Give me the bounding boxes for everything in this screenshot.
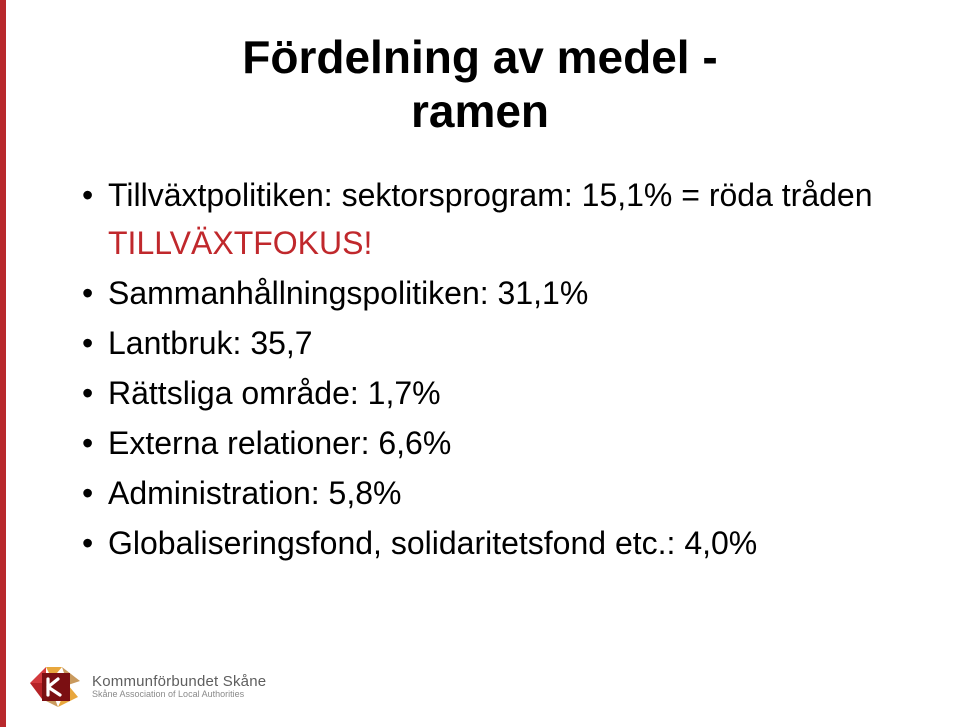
bullet-item: Administration: 5,8% — [82, 469, 900, 517]
bullet-item: Rättsliga område: 1,7% — [82, 369, 900, 417]
bullet-item: Externa relationer: 6,6% — [82, 419, 900, 467]
footer-logo: Kommunförbundet Skåne Skåne Association … — [28, 665, 266, 709]
bullet-text: Administration: 5,8% — [108, 475, 401, 511]
left-accent-bar — [0, 0, 6, 727]
logo-line-1: Kommunförbundet Skåne — [92, 674, 266, 690]
bullet-list: Tillväxtpolitiken: sektorsprogram: 15,1%… — [60, 171, 900, 567]
bullet-text: Rättsliga område: 1,7% — [108, 375, 441, 411]
bullet-item: Lantbruk: 35,7 — [82, 319, 900, 367]
bullet-item: Tillväxtpolitiken: sektorsprogram: 15,1%… — [82, 171, 900, 267]
title-line-1: Fördelning av medel - — [242, 31, 717, 83]
bullet-item: Globaliseringsfond, solidaritetsfond etc… — [82, 519, 900, 567]
bullet-text: Globaliseringsfond, solidaritetsfond etc… — [108, 525, 757, 561]
bullet-text: Sammanhållningspolitiken: 31,1% — [108, 275, 588, 311]
bullet-text: Externa relationer: 6,6% — [108, 425, 451, 461]
title-line-2: ramen — [411, 85, 549, 137]
bullet-text: Tillväxtpolitiken: sektorsprogram: 15,1%… — [108, 177, 873, 213]
slide-content: Fördelning av medel - ramen Tillväxtpoli… — [60, 30, 900, 569]
bullet-item: Sammanhållningspolitiken: 31,1% — [82, 269, 900, 317]
bullet-text: Lantbruk: 35,7 — [108, 325, 313, 361]
logo-text: Kommunförbundet Skåne Skåne Association … — [92, 674, 266, 699]
slide-title: Fördelning av medel - ramen — [60, 30, 900, 139]
logo-line-2: Skåne Association of Local Authorities — [92, 690, 266, 699]
logo-mark-icon — [28, 665, 82, 709]
logo-center — [42, 673, 70, 701]
bullet-highlight: TILLVÄXTFOKUS! — [108, 225, 372, 261]
